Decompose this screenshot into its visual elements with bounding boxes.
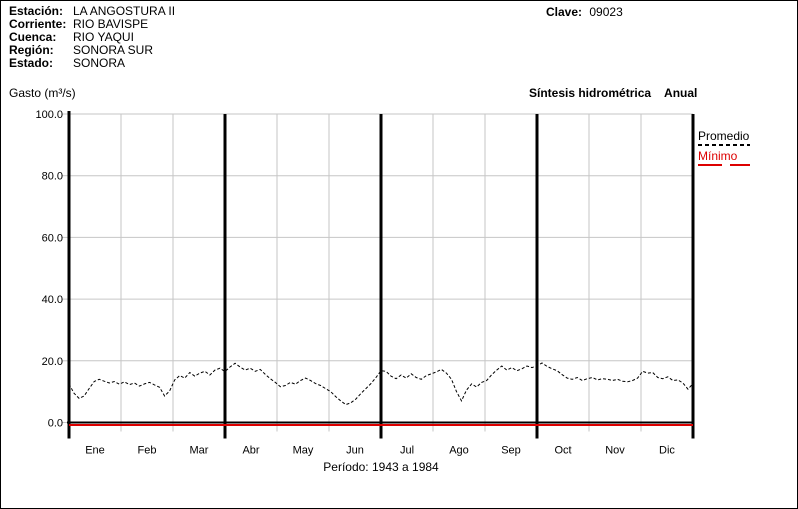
region-label: Región:	[9, 43, 54, 57]
minimo-legend-line	[698, 164, 750, 166]
month-label: Jun	[346, 445, 364, 457]
promedio-legend-line	[698, 144, 750, 146]
chart-legend: Promedio Mínimo	[698, 130, 752, 170]
month-label: Jul	[400, 445, 414, 457]
cuenca-label: Cuenca:	[9, 30, 57, 44]
promedio-series-line	[68, 362, 694, 406]
promedio-legend-label: Promedio	[698, 129, 750, 143]
clave-label: Clave:	[546, 5, 583, 19]
y-tick-label: 80.0	[42, 171, 63, 183]
estado-value: SONORA	[73, 56, 126, 70]
station-header: Estación: LA ANGOSTURA II Corriente: RIO…	[9, 5, 175, 70]
station-key: Clave: 09023	[546, 5, 623, 19]
month-label: Nov	[605, 445, 625, 457]
corriente-value: RIO BAVISPE	[73, 17, 149, 31]
month-label: Oct	[554, 445, 571, 457]
y-axis-title: Gasto (m³/s)	[9, 86, 76, 100]
month-label: Abr	[242, 445, 259, 457]
clave-value: 09023	[589, 5, 623, 19]
month-label: Mar	[190, 445, 209, 457]
month-label: Sep	[501, 445, 521, 457]
estacion-label: Estación:	[9, 4, 64, 18]
header-row-corriente: Corriente: RIO BAVISPE	[9, 18, 175, 31]
chart-title: Síntesis hidrométrica Anual	[529, 86, 697, 100]
corriente-label: Corriente:	[9, 17, 67, 31]
month-label: Ene	[85, 445, 105, 457]
cuenca-value: RIO YAQUI	[73, 30, 134, 44]
month-label: Dic	[659, 445, 675, 457]
y-tick-label: 20.0	[42, 356, 63, 368]
header-row-region: Región: SONORA SUR	[9, 44, 175, 57]
estado-label: Estado:	[9, 56, 54, 70]
region-value: SONORA SUR	[73, 43, 154, 57]
y-tick-label: 100.0	[35, 109, 63, 121]
minimo-legend-label: Mínimo	[698, 149, 738, 163]
month-label: May	[293, 445, 314, 457]
estacion-value: LA ANGOSTURA II	[73, 4, 176, 18]
y-tick-label: 40.0	[42, 294, 63, 306]
header-row-estado: Estado: SONORA	[9, 57, 175, 70]
chart-title-main: Síntesis hidrométrica	[529, 86, 652, 100]
header-row-cuenca: Cuenca: RIO YAQUI	[9, 31, 175, 44]
month-label: Feb	[138, 445, 157, 457]
period-caption: Período: 1943 a 1984	[323, 460, 439, 474]
hydrometric-chart: 0.0 20.0 40.0 60.0 80.0 100.0 Ene Feb Mar Abr May J…	[35, 109, 695, 457]
legend-item-minimo: Mínimo	[698, 150, 752, 167]
y-tick-label: 60.0	[42, 232, 63, 244]
chart-title-period-type: Anual	[664, 86, 698, 100]
legend-item-promedio: Promedio	[698, 130, 752, 147]
month-label: Ago	[449, 445, 469, 457]
y-tick-label: 0.0	[48, 418, 63, 430]
header-row-estacion: Estación: LA ANGOSTURA II	[9, 5, 175, 18]
